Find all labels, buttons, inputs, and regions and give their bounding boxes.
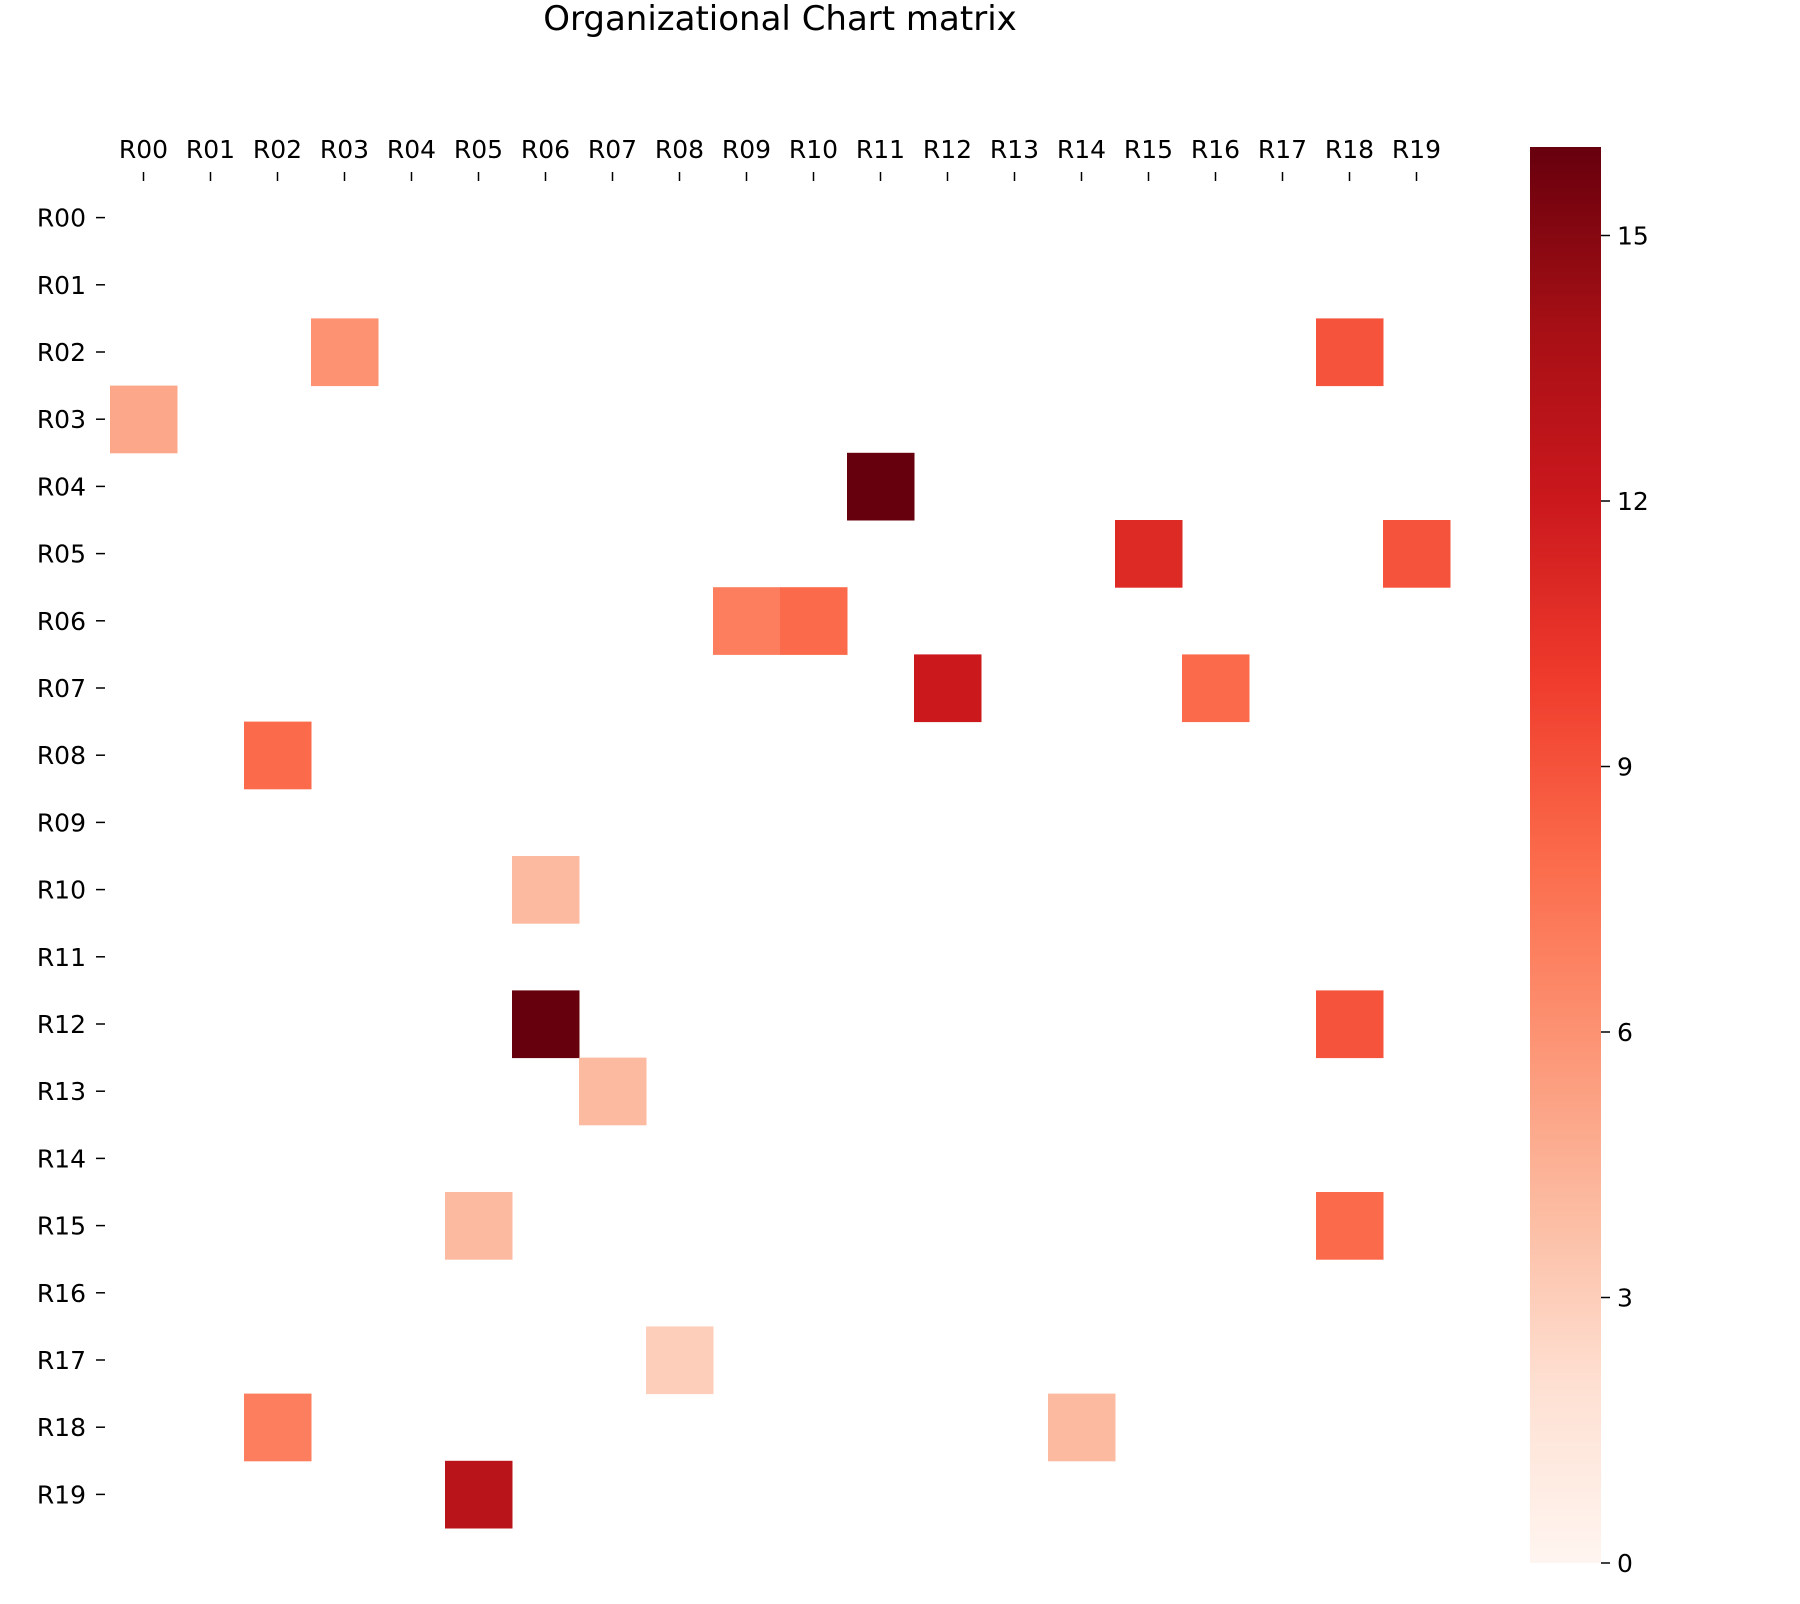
y-tick-label: R11 bbox=[37, 943, 86, 972]
x-tick-label: R10 bbox=[789, 135, 838, 164]
heatmap-cell bbox=[1316, 318, 1384, 387]
y-tick-label: R13 bbox=[37, 1077, 86, 1106]
y-tick-label: R07 bbox=[37, 674, 86, 703]
heatmap-cell bbox=[1115, 520, 1183, 588]
heatmap-cell bbox=[713, 587, 781, 655]
heatmap-cell bbox=[244, 1393, 312, 1462]
heatmap-cells bbox=[110, 318, 1451, 1529]
y-tick-label: R09 bbox=[37, 808, 86, 837]
x-tick-label: R13 bbox=[990, 135, 1039, 164]
colorbar-gradient bbox=[1530, 147, 1601, 1563]
x-tick-label: R08 bbox=[655, 135, 704, 164]
heatmap-cell bbox=[311, 318, 379, 387]
y-tick-label: R05 bbox=[37, 540, 86, 569]
heatmap-cell bbox=[445, 1192, 513, 1260]
x-tick-label: R09 bbox=[722, 135, 771, 164]
y-tick-label: R02 bbox=[37, 338, 86, 367]
y-tick-label: R15 bbox=[37, 1212, 86, 1241]
y-tick-label: R01 bbox=[37, 271, 86, 300]
x-tick-label: R01 bbox=[186, 135, 235, 164]
heatmap-cell bbox=[579, 1057, 647, 1126]
heatmap-cell bbox=[244, 721, 312, 790]
x-tick-label: R17 bbox=[1258, 135, 1307, 164]
heatmap-cell bbox=[914, 654, 982, 723]
y-tick-label: R12 bbox=[37, 1010, 86, 1039]
x-tick-label: R07 bbox=[588, 135, 637, 164]
y-tick-label: R10 bbox=[37, 876, 86, 905]
heatmap-cell bbox=[1383, 520, 1451, 588]
x-tick-label: R02 bbox=[253, 135, 302, 164]
x-axis: R00 R01 R02 R03 R04 R05 R06 R07 R08 R09 R10 R11 R12 R… bbox=[119, 135, 1441, 181]
x-tick-label: R06 bbox=[521, 135, 570, 164]
x-tick-label: R14 bbox=[1057, 135, 1106, 164]
x-tick-label: R11 bbox=[856, 135, 905, 164]
colorbar-tick-label: 3 bbox=[1617, 1284, 1633, 1313]
y-tick-label: R17 bbox=[37, 1346, 86, 1375]
colorbar-tick-label: 12 bbox=[1617, 487, 1649, 516]
colorbar-tick-label: 15 bbox=[1617, 222, 1649, 251]
y-tick-label: R14 bbox=[37, 1144, 86, 1173]
colorbar-tick-label: 6 bbox=[1617, 1018, 1633, 1047]
heatmap-cell bbox=[780, 587, 848, 655]
x-tick-label: R04 bbox=[387, 135, 436, 164]
y-tick-label: R00 bbox=[37, 204, 86, 233]
colorbar: 0 3 6 9 12 15 bbox=[1530, 147, 1649, 1578]
y-axis: R00 R01 R02 R03 R04 R05 R06 R07 R08 R09 R10 R11 R12 R… bbox=[37, 204, 105, 1509]
heatmap-cell bbox=[445, 1460, 513, 1529]
x-tick-label: R19 bbox=[1392, 135, 1441, 164]
y-tick-label: R18 bbox=[37, 1413, 86, 1442]
heatmap-cell bbox=[512, 990, 580, 1059]
y-tick-label: R16 bbox=[37, 1279, 86, 1308]
colorbar-tick-label: 9 bbox=[1617, 753, 1633, 782]
x-tick-label: R00 bbox=[119, 135, 168, 164]
x-tick-label: R16 bbox=[1191, 135, 1240, 164]
x-tick-label: R12 bbox=[923, 135, 972, 164]
heatmap-cell bbox=[646, 1326, 714, 1395]
x-tick-label: R15 bbox=[1124, 135, 1173, 164]
y-tick-label: R06 bbox=[37, 607, 86, 636]
heatmap-cell bbox=[1048, 1393, 1116, 1462]
heatmap-cell bbox=[512, 856, 580, 924]
x-tick-label: R03 bbox=[320, 135, 369, 164]
y-tick-label: R08 bbox=[37, 741, 86, 770]
heatmap-cell bbox=[1182, 654, 1250, 723]
y-tick-label: R19 bbox=[37, 1480, 86, 1509]
chart-title: Organizational Chart matrix bbox=[543, 0, 1017, 39]
colorbar-tick-label: 0 bbox=[1617, 1549, 1633, 1578]
heatmap-cell bbox=[1316, 1192, 1384, 1260]
x-tick-label: R05 bbox=[454, 135, 503, 164]
y-tick-label: R04 bbox=[37, 472, 86, 501]
x-tick-label: R18 bbox=[1325, 135, 1374, 164]
y-tick-label: R03 bbox=[37, 405, 86, 434]
heatmap-cell bbox=[110, 385, 178, 454]
heatmap-cell bbox=[847, 452, 915, 521]
heatmap-cell bbox=[1316, 990, 1384, 1059]
